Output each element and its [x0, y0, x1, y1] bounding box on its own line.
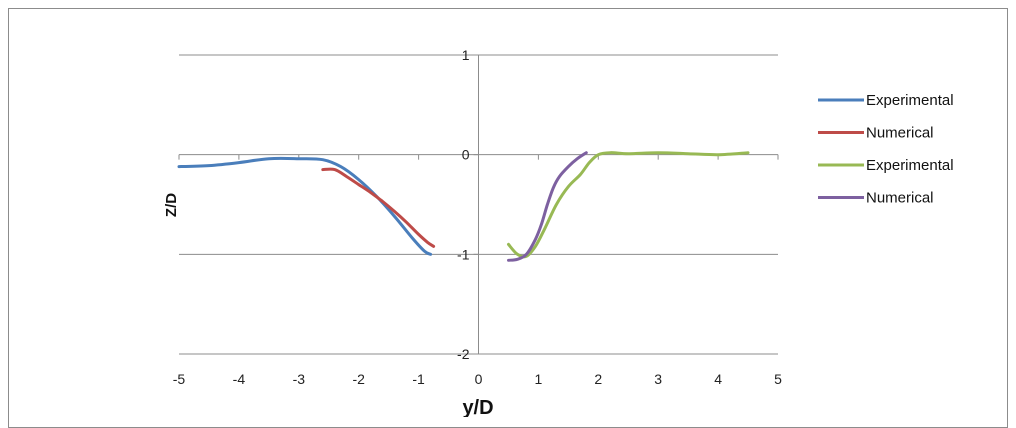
y-tick-label-2: -1 — [457, 246, 470, 262]
x-tick-label-6: 1 — [535, 371, 543, 387]
series-line-0 — [177, 156, 433, 256]
chart-frame — [8, 8, 1008, 428]
x-axis-title: y/D — [462, 397, 493, 417]
y-tick-label-0: 1 — [462, 47, 470, 63]
x-tick-label-8: 3 — [654, 371, 662, 387]
x-tick-label-7: 2 — [594, 371, 602, 387]
series-line-1 — [321, 167, 436, 248]
x-tick-label-5: 0 — [475, 371, 483, 387]
x-tick-label-4: -1 — [412, 371, 425, 387]
y-tick-label-3: -2 — [457, 346, 470, 362]
x-tick-label-1: -4 — [233, 371, 246, 387]
x-tick-label-3: -2 — [352, 371, 365, 387]
x-tick-label-10: 5 — [774, 371, 782, 387]
series-line-3 — [507, 151, 588, 262]
chart: -5 -4 -3 -2 -1 0 1 2 3 4 5 1 0 -1 -2 y/D Z/D Experimental… — [163, 47, 954, 417]
legend-label-2: Experimental — [866, 157, 954, 174]
legend-label-1: Numerical — [866, 125, 934, 142]
series-line-2 — [507, 151, 750, 259]
legend-label-3: Numerical — [866, 190, 934, 207]
x-tick-label-9: 4 — [714, 371, 722, 387]
y-tick-label-1: 0 — [462, 147, 470, 163]
legend-label-0: Experimental — [866, 92, 954, 109]
x-tick-label-0: -5 — [173, 371, 186, 387]
y-axis-title: Z/D — [163, 193, 180, 217]
x-tick-label-2: -3 — [293, 371, 306, 387]
